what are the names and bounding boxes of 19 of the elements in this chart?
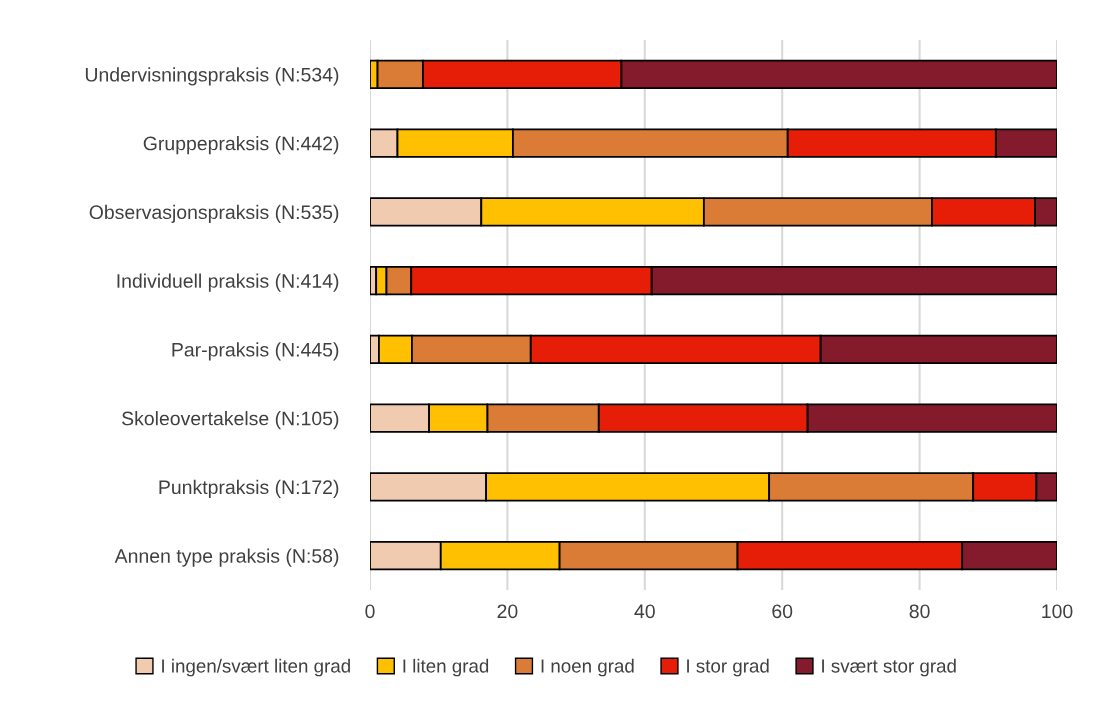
y-tick-label: Annen type praksis (N:58) [114, 548, 339, 567]
legend-label: I svært stor grad [822, 658, 956, 677]
x-tick-label: 40 [634, 604, 655, 619]
x-tick-label: 80 [909, 604, 930, 619]
legend-label: I stor grad [687, 658, 769, 677]
y-tick-label: Par-praksis (N:445) [172, 342, 339, 361]
legend-label: I liten grad [403, 658, 489, 677]
y-tick-label: Skoleovertakelse (N:105) [122, 411, 339, 430]
legend-label: I noen grad [541, 658, 634, 677]
y-tick-label: Individuell praksis (N:414) [117, 273, 339, 292]
x-tick-label: 60 [772, 604, 793, 619]
x-tick-label: 0 [365, 604, 375, 619]
y-tick-label: Observasjonspraksis (N:535) [89, 204, 339, 223]
y-tick-label: Undervisningspraksis (N:534) [85, 67, 339, 86]
x-tick-label: 100 [1042, 604, 1073, 619]
y-tick-label: Punktpraksis (N:172) [159, 479, 339, 498]
x-tick-label: 20 [497, 604, 518, 619]
legend-label: I ingen/svært liten grad [162, 658, 350, 677]
y-tick-label: Gruppepraksis (N:442) [143, 136, 339, 155]
